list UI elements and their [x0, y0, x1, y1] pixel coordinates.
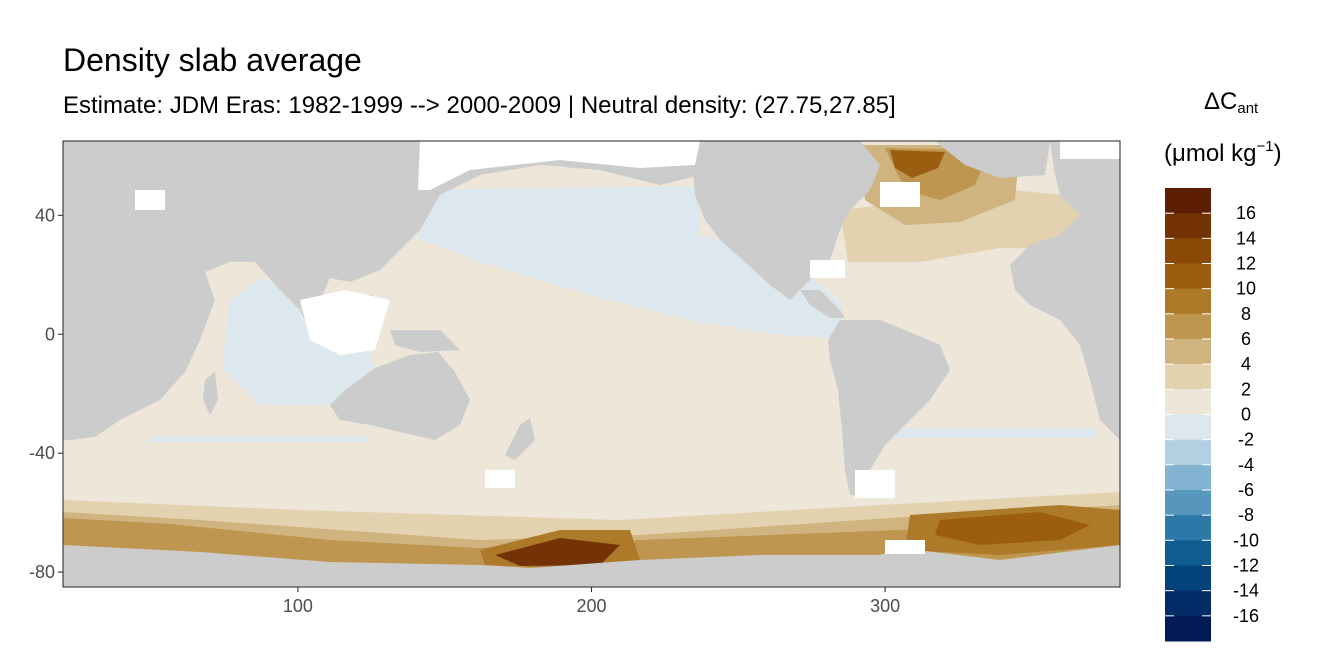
colorbar-label: -8	[1238, 505, 1254, 525]
land-greenland	[935, 141, 1050, 178]
nodata-atlantic-south	[885, 540, 925, 554]
y-tick-label: -80	[29, 562, 55, 582]
chart-title: Density slab average	[63, 42, 362, 78]
colorbar-label: -14	[1233, 581, 1259, 601]
colorbar-segment	[1165, 565, 1211, 592]
colorbar-segment	[1165, 615, 1211, 642]
region-weddell-2	[935, 512, 1090, 545]
colorbar-label: 10	[1236, 279, 1256, 299]
y-axis: 40 0 -40 -80	[29, 205, 63, 582]
nodata-red-sea	[135, 190, 165, 210]
colorbar-label: -6	[1238, 480, 1254, 500]
colorbar-label: -12	[1233, 556, 1259, 576]
region-north-pacific	[418, 186, 845, 338]
land-europe-east	[1010, 141, 1120, 440]
colorbar-label: -16	[1233, 606, 1259, 626]
land-australia	[330, 352, 470, 440]
chart-subtitle: Estimate: JDM Eras: 1982-1999 --> 2000-2…	[63, 92, 896, 119]
colorbar-label: 4	[1241, 354, 1251, 374]
region-atlantic-4	[890, 150, 945, 178]
colorbar-segment	[1165, 188, 1211, 214]
colorbar-segment	[1165, 540, 1211, 566]
region-south-band-1	[150, 436, 370, 442]
land-madagascar	[203, 372, 218, 415]
x-tick-label: 200	[576, 596, 606, 616]
colorbar-label: 6	[1241, 329, 1251, 349]
land-new-guinea	[390, 330, 460, 352]
colorbar-label: -2	[1238, 430, 1254, 450]
colorbar-segment	[1165, 464, 1211, 491]
y-tick-label: 40	[35, 205, 55, 225]
colorbar-segment	[1165, 288, 1211, 315]
colorbar-segment	[1165, 313, 1211, 340]
y-tick-label: -40	[29, 443, 55, 463]
colorbar-label: -4	[1238, 455, 1254, 475]
colorbar-label: 16	[1236, 203, 1256, 223]
nodata-gibraltar	[1060, 141, 1120, 159]
colorbar-segment	[1165, 414, 1211, 441]
land-central-america	[800, 290, 845, 318]
land-eurasia	[63, 141, 710, 310]
colorbar-label: 8	[1241, 304, 1251, 324]
legend-unit: (μmol kg−1)	[1164, 138, 1282, 167]
land-antarctica	[63, 545, 1120, 587]
colorbar-segment	[1165, 238, 1211, 264]
y-tick-label: 0	[45, 324, 55, 344]
colorbar-label: -10	[1233, 530, 1259, 550]
colorbar-segment	[1165, 213, 1211, 239]
nodata-tasman	[485, 470, 515, 488]
x-axis: 100 200 300	[283, 587, 900, 616]
colorbar-legend: 16 14 12 10 8 6 4 2 0 -2 -4 -6 -8 -10 -12 -14 -16	[1165, 188, 1259, 642]
x-tick-label: 100	[283, 596, 313, 616]
region-indian-ocean	[222, 278, 380, 405]
colorbar-segment	[1165, 389, 1211, 415]
region-south-band-2	[895, 428, 1095, 438]
land-africa	[63, 195, 215, 440]
land-north-america	[690, 141, 880, 300]
nodata-hudson	[880, 182, 920, 207]
colorbar-segment	[1165, 490, 1211, 516]
colorbar-segment	[1165, 364, 1211, 390]
nodata-patagonia	[855, 470, 895, 498]
colorbar-segment	[1165, 263, 1211, 290]
nodata-indonesia	[300, 290, 390, 355]
nodata-gulf	[810, 260, 845, 278]
colorbar-label: 12	[1236, 254, 1256, 274]
colorbar-segment	[1165, 590, 1211, 617]
colorbar-segment	[1165, 515, 1211, 541]
colorbar-label: 0	[1241, 405, 1251, 425]
land-south-america	[828, 320, 950, 495]
land-new-zealand	[505, 418, 535, 460]
colorbar-segment	[1165, 439, 1211, 466]
colorbar-segment	[1165, 339, 1211, 365]
colorbar-label: 14	[1236, 228, 1256, 248]
x-tick-label: 300	[870, 596, 900, 616]
colorbar-label: 2	[1241, 379, 1251, 399]
nodata-north-pacific	[418, 141, 700, 190]
legend-title: ΔCant	[1204, 88, 1259, 117]
region-ross-2	[495, 538, 620, 566]
